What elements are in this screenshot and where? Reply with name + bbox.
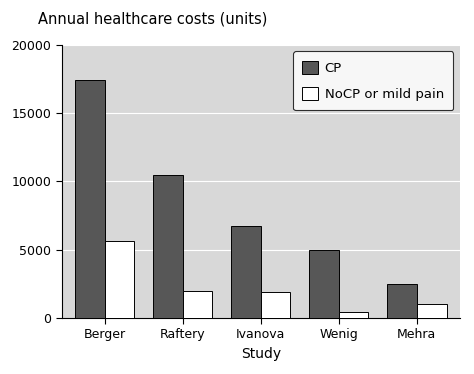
Bar <box>339 312 368 318</box>
Bar <box>75 80 105 318</box>
Bar <box>182 291 212 318</box>
Bar <box>387 284 417 318</box>
Bar <box>309 250 339 318</box>
Bar <box>417 304 447 318</box>
Bar <box>105 242 134 318</box>
Bar <box>153 175 182 318</box>
Bar <box>261 292 291 318</box>
Bar <box>231 226 261 318</box>
X-axis label: Study: Study <box>241 347 281 361</box>
Text: Annual healthcare costs (units): Annual healthcare costs (units) <box>38 11 267 26</box>
Legend: CP, NoCP or mild pain: CP, NoCP or mild pain <box>293 52 453 110</box>
